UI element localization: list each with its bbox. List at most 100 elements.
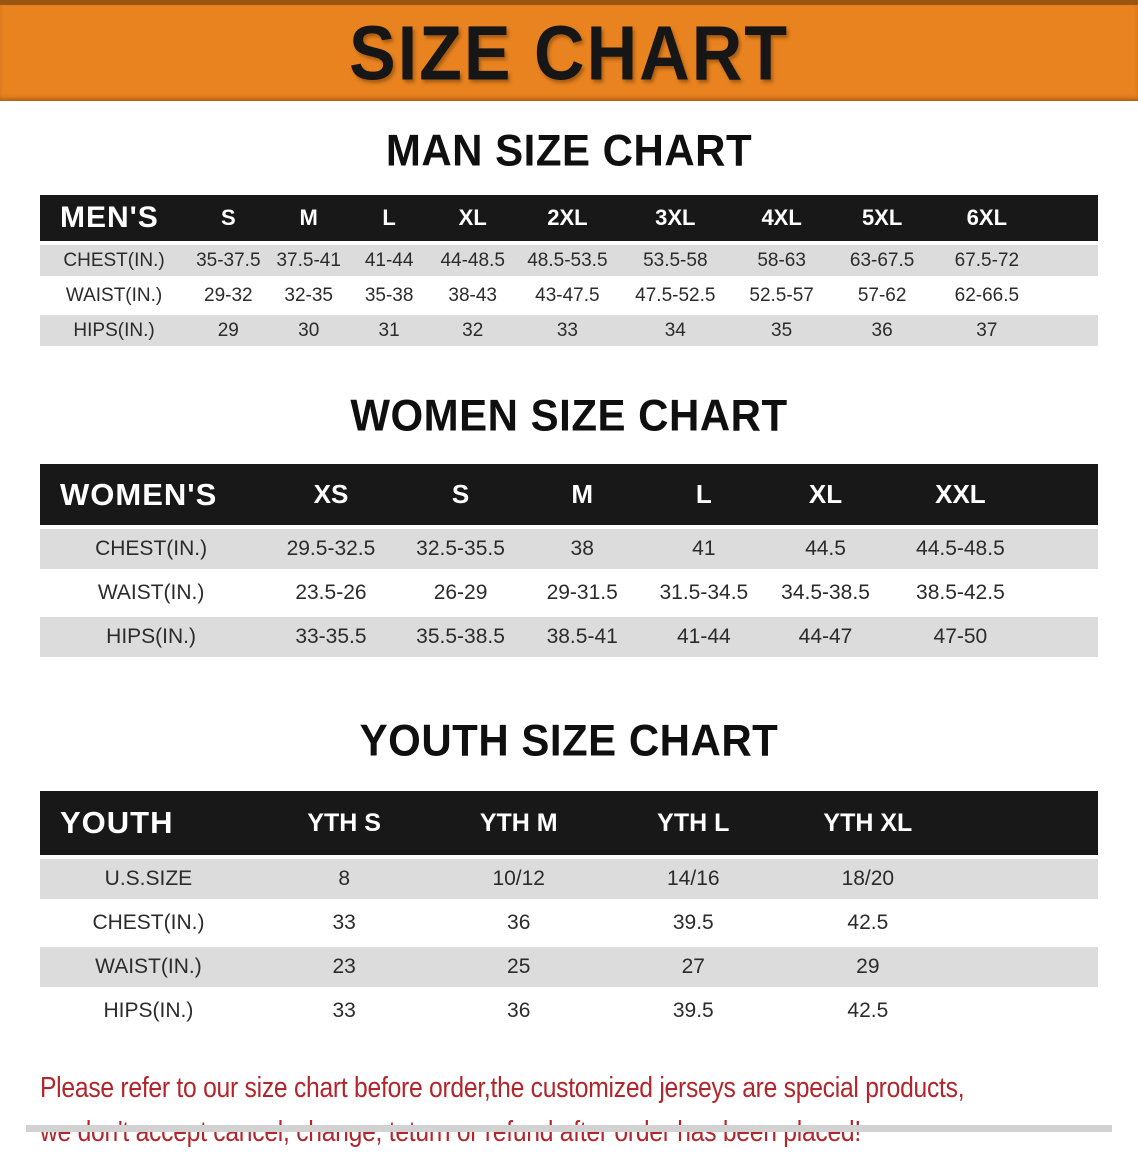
size-value-cell: 31 (349, 315, 429, 346)
size-column-header: YTH XL (781, 791, 956, 855)
row-label: CHEST(IN.) (40, 245, 188, 276)
size-column-header: 4XL (732, 195, 831, 241)
size-value-cell: 10/12 (431, 859, 606, 899)
size-value-cell: 53.5-58 (619, 245, 732, 276)
spacer-cell (1034, 617, 1098, 657)
size-column-header: YTH L (606, 791, 781, 855)
row-label: CHEST(IN.) (40, 529, 262, 569)
size-value-cell: 39.5 (606, 991, 781, 1031)
size-value-cell: 32-35 (269, 280, 349, 311)
spacer-cell (955, 903, 1098, 943)
men-section-heading: MAN SIZE CHART (0, 126, 1138, 176)
youth-section-heading: YOUTH SIZE CHART (0, 716, 1138, 766)
size-value-cell: 47.5-52.5 (619, 280, 732, 311)
size-column-header: S (400, 464, 522, 525)
size-column-header: 5XL (831, 195, 933, 241)
size-column-header: XL (429, 195, 516, 241)
size-value-cell: 38-43 (429, 280, 516, 311)
row-label: HIPS(IN.) (40, 315, 188, 346)
table-title-cell: YOUTH (40, 791, 257, 855)
size-value-cell: 44-48.5 (429, 245, 516, 276)
size-value-cell: 18/20 (781, 859, 956, 899)
size-value-cell: 32 (429, 315, 516, 346)
row-label: U.S.SIZE (40, 859, 257, 899)
spacer-cell (1041, 280, 1098, 311)
size-value-cell: 36 (431, 991, 606, 1031)
size-column-header: YTH M (431, 791, 606, 855)
size-value-cell: 62-66.5 (933, 280, 1041, 311)
size-value-cell: 34.5-38.5 (765, 573, 887, 613)
row-label: WAIST(IN.) (40, 947, 257, 987)
size-value-cell: 33 (257, 991, 432, 1031)
size-value-cell: 32.5-35.5 (400, 529, 522, 569)
size-value-cell: 29.5-32.5 (262, 529, 400, 569)
size-value-cell: 36 (831, 315, 933, 346)
size-value-cell: 39.5 (606, 903, 781, 943)
size-value-cell: 41-44 (349, 245, 429, 276)
spacer-cell (955, 991, 1098, 1031)
size-column-header: XS (262, 464, 400, 525)
bottom-edge-strip (26, 1125, 1112, 1132)
size-value-cell: 8 (257, 859, 432, 899)
order-notice-line-2: we don't accept cancel, change, teturn o… (40, 1111, 973, 1154)
size-value-cell: 35 (732, 315, 831, 346)
spacer-cell (955, 859, 1098, 899)
size-value-cell: 41-44 (643, 617, 765, 657)
size-value-cell: 33-35.5 (262, 617, 400, 657)
order-notice: Please refer to our size chart before or… (40, 1067, 973, 1154)
size-value-cell: 44-47 (765, 617, 887, 657)
row-label: WAIST(IN.) (40, 280, 188, 311)
size-value-cell: 29-31.5 (521, 573, 643, 613)
row-label: WAIST(IN.) (40, 573, 262, 613)
spacer-cell (1041, 315, 1098, 346)
spacer-cell (1034, 529, 1098, 569)
size-value-cell: 52.5-57 (732, 280, 831, 311)
size-value-cell: 33 (257, 903, 432, 943)
size-column-header: M (521, 464, 643, 525)
size-column-header: M (269, 195, 349, 241)
size-value-cell: 27 (606, 947, 781, 987)
size-value-cell: 35-37.5 (188, 245, 268, 276)
size-value-cell: 36 (431, 903, 606, 943)
size-value-cell: 67.5-72 (933, 245, 1041, 276)
women-section-heading: WOMEN SIZE CHART (0, 391, 1138, 441)
size-value-cell: 30 (269, 315, 349, 346)
size-value-cell: 33 (516, 315, 619, 346)
size-column-header: 3XL (619, 195, 732, 241)
size-value-cell: 35-38 (349, 280, 429, 311)
size-column-header: XL (765, 464, 887, 525)
spacer-cell (1041, 245, 1098, 276)
spacer-cell (1034, 464, 1098, 525)
size-value-cell: 38.5-41 (521, 617, 643, 657)
size-value-cell: 43-47.5 (516, 280, 619, 311)
size-value-cell: 29 (781, 947, 956, 987)
banner-title: SIZE CHART (349, 9, 789, 97)
size-chart-banner: SIZE CHART (0, 0, 1138, 101)
size-value-cell: 58-63 (732, 245, 831, 276)
spacer-cell (1041, 195, 1098, 241)
size-column-header: S (188, 195, 268, 241)
size-value-cell: 47-50 (886, 617, 1034, 657)
size-value-cell: 29 (188, 315, 268, 346)
order-notice-line-1: Please refer to our size chart before or… (40, 1067, 973, 1111)
size-column-header: 6XL (933, 195, 1041, 241)
size-value-cell: 26-29 (400, 573, 522, 613)
size-column-header: L (643, 464, 765, 525)
size-value-cell: 37.5-41 (269, 245, 349, 276)
size-value-cell: 25 (431, 947, 606, 987)
